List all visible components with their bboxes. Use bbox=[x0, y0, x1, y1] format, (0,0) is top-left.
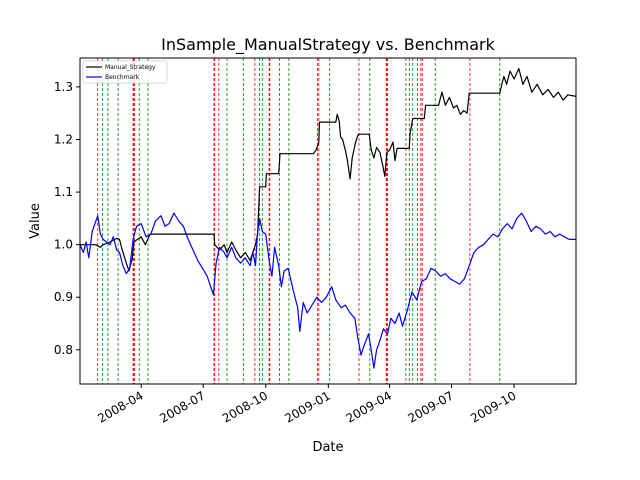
y-axis-label: Value bbox=[28, 203, 43, 239]
y-tick-label: 1.2 bbox=[54, 133, 73, 147]
series-layer bbox=[80, 67, 576, 369]
y-axis: 0.8 0.9 1.0 1.1 1.2 1.3 bbox=[54, 80, 80, 357]
chart-title: InSample_ManualStrategy vs. Benchmark bbox=[161, 35, 495, 55]
y-tick-label: 1.0 bbox=[54, 238, 73, 252]
y-tick-label: 0.9 bbox=[54, 290, 73, 304]
series-line-benchmark bbox=[80, 212, 576, 369]
y-tick-label: 1.1 bbox=[54, 185, 73, 199]
legend-box bbox=[82, 60, 168, 84]
legend-label-manual-strategy: Manual_Strategy bbox=[105, 64, 156, 71]
series-line-manual-strategy bbox=[80, 67, 576, 272]
x-axis-label: Date bbox=[312, 440, 343, 455]
plot-area bbox=[80, 58, 576, 384]
legend-label-benchmark: Benchmark bbox=[105, 74, 140, 81]
legend: Manual_Strategy Benchmark bbox=[82, 60, 168, 84]
y-tick-label: 0.8 bbox=[54, 343, 73, 357]
y-tick-label: 1.3 bbox=[54, 80, 73, 94]
signal-lines bbox=[97, 58, 501, 384]
